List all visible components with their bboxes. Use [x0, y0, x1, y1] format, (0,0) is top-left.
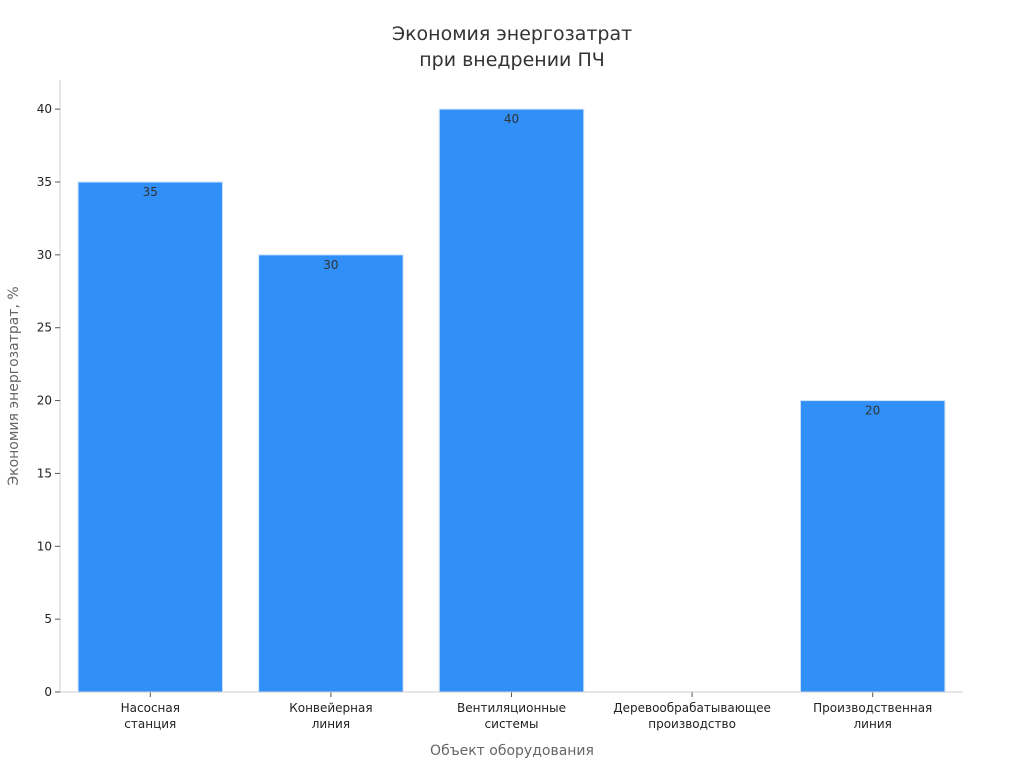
data-label-1: 30 — [323, 258, 338, 272]
y-axis-title: Экономия энергозатрат, % — [6, 286, 22, 485]
y-tick-label-3: 15 — [37, 466, 52, 480]
bar-4 — [799, 400, 946, 693]
y-tick-label-1: 5 — [44, 612, 52, 626]
x-tick-label-0-0: Насосная — [121, 701, 180, 715]
x-axis-title: Объект оборудования — [430, 743, 594, 759]
x-tick-label-3-1: производство — [648, 717, 736, 731]
chart-title: Экономия энергозатрат при внедрении ПЧ — [392, 23, 632, 71]
y-tick-label-5: 25 — [37, 321, 52, 335]
x-tick-label-2-0: Вентиляционные — [457, 701, 566, 715]
x-tick-label-4-0: Производственная — [813, 701, 932, 715]
x-tick-label-3-0: Деревообрабатывающее — [613, 701, 771, 715]
y-tick-label-8: 40 — [37, 102, 52, 116]
data-label-4: 20 — [865, 404, 880, 418]
y-tick-label-6: 30 — [37, 248, 52, 262]
x-tick-label-4-1: линия — [854, 717, 892, 731]
axes: Насосная станция Конвейерная линия Вентиляци… — [37, 80, 963, 731]
y-tick-label-2: 10 — [37, 539, 52, 553]
chart-title-line-1: Экономия энергозатрат — [392, 23, 632, 45]
x-tick-label-0-1: станция — [124, 717, 176, 731]
x-tick-label-1-0: Конвейерная — [289, 701, 372, 715]
x-tick-label-1-1: линия — [312, 717, 350, 731]
data-label-0: 35 — [143, 185, 158, 199]
x-tick-label-2-1: системы — [485, 717, 539, 731]
bar-2 — [438, 108, 585, 693]
chart-title-line-2: при внедрении ПЧ — [419, 49, 605, 71]
data-labels: 35 30 40 20 — [143, 112, 881, 417]
y-tick-label-0: 0 — [44, 685, 52, 699]
bar-1 — [258, 254, 404, 693]
bar-0 — [77, 181, 224, 693]
y-tick-label-4: 20 — [37, 394, 52, 408]
bars — [77, 108, 946, 693]
y-tick-label-7: 35 — [37, 175, 52, 189]
data-label-2: 40 — [504, 112, 519, 126]
